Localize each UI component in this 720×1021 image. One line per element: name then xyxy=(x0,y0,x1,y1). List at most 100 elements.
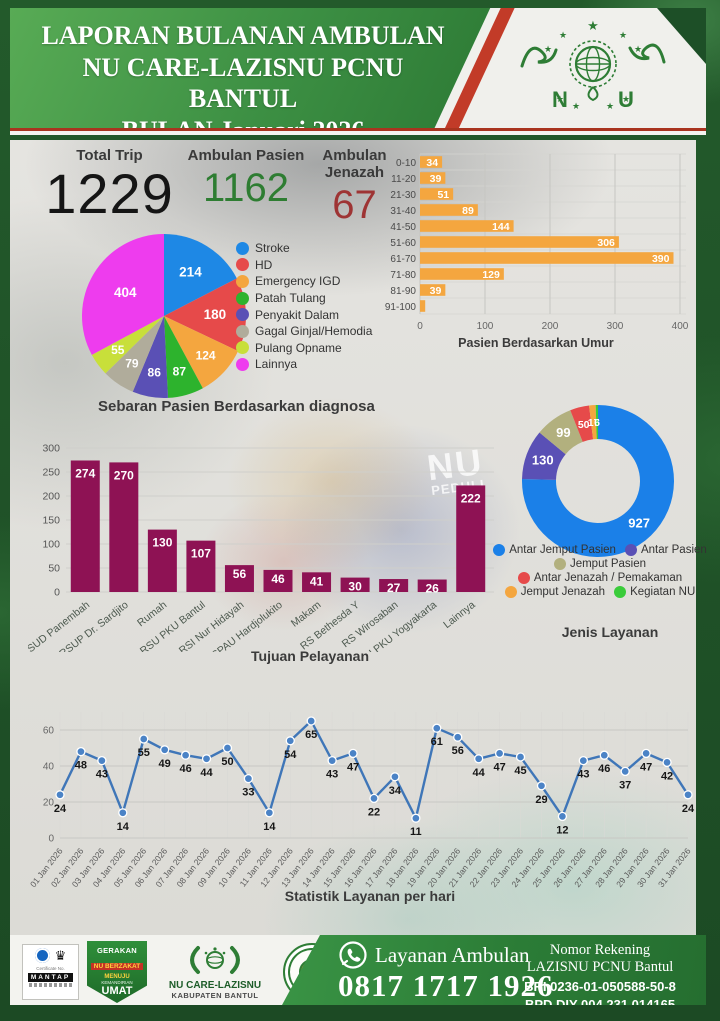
certification-logos: ♛ xyxy=(34,948,66,963)
svg-text:250: 250 xyxy=(42,467,60,479)
svg-text:306: 306 xyxy=(597,237,615,249)
svg-text:29: 29 xyxy=(535,794,547,806)
ambulance-contact: Layanan Ambulan 0817 1717 1926 xyxy=(338,940,554,1003)
svg-text:39: 39 xyxy=(430,173,442,185)
legend-label: Antar Jenazah / Pemakaman xyxy=(533,572,683,584)
legend-item-0: Antar Jemput Pasien xyxy=(493,544,616,556)
svg-text:46: 46 xyxy=(179,763,191,775)
age-chart-title: Pasien Berdasarkan Umur xyxy=(458,336,614,350)
stat-ambulan-jenazah: Ambulan Jenazah 67 xyxy=(305,147,404,227)
diagnosis-legend: Stroke HD Emergency IGD Patah Tulang Penyaki… xyxy=(236,240,394,373)
stat-value: 67 xyxy=(332,182,377,227)
svg-text:87: 87 xyxy=(173,364,187,378)
svg-text:Lainnya: Lainnya xyxy=(441,599,477,631)
legend-item-3: Patah Tulang xyxy=(236,290,394,307)
svg-text:★: ★ xyxy=(559,30,567,40)
legend-label: Lainnya xyxy=(255,357,298,372)
svg-text:86: 86 xyxy=(148,366,162,380)
svg-text:39: 39 xyxy=(430,285,442,297)
service-label: Layanan Ambulan xyxy=(375,942,530,967)
svg-text:★: ★ xyxy=(619,30,627,40)
account-bpd: BPD DIY 004.231.014165 xyxy=(524,996,676,1005)
svg-text:50: 50 xyxy=(48,563,60,575)
legend-label: Jemput Jenazah xyxy=(520,586,606,598)
certification-badge: ♛ Certificate No. MANTAP xyxy=(22,944,79,1000)
legend-swatch xyxy=(493,544,506,556)
legend-swatch xyxy=(236,258,249,272)
svg-text:27: 27 xyxy=(387,581,401,595)
age-bar-chart: 0 100 200 300 400 34 0-10 39 11-20 51 21-30 89 31-40… xyxy=(385,153,689,332)
svg-text:11-20: 11-20 xyxy=(391,174,416,185)
legend-label: Kegiatan NU xyxy=(630,586,696,598)
legend-item-1: Antar Pasien xyxy=(624,544,707,556)
header-divider-white xyxy=(10,131,706,135)
legend-item-2: Jemput Pasien xyxy=(553,558,647,570)
legend-swatch xyxy=(236,274,249,288)
page-title: LAPORAN BULANAN AMBULAN NU CARE-LAZISNU … xyxy=(28,20,458,128)
svg-text:30: 30 xyxy=(348,580,362,594)
svg-text:12: 12 xyxy=(556,824,568,836)
legend-item-6: Pulang Opname xyxy=(236,340,394,357)
footer: ♛ Certificate No. MANTAP GERAKAN NU BERZ… xyxy=(10,935,706,1005)
svg-text:150: 150 xyxy=(42,515,60,527)
legend-swatch xyxy=(517,572,530,584)
svg-text:Makam: Makam xyxy=(289,599,324,630)
legend-label: Antar Jemput Pasien xyxy=(509,544,616,556)
svg-text:17: 17 xyxy=(588,417,600,429)
stat-value: 1162 xyxy=(202,165,289,210)
svg-text:404: 404 xyxy=(114,285,137,300)
legend-swatch xyxy=(236,308,249,322)
svg-text:124: 124 xyxy=(196,349,216,363)
legend-label: Pulang Opname xyxy=(255,340,342,355)
svg-text:47: 47 xyxy=(347,761,359,773)
svg-text:55: 55 xyxy=(111,343,125,357)
svg-text:21-30: 21-30 xyxy=(390,190,416,201)
legend-swatch xyxy=(236,241,249,255)
svg-text:6: 6 xyxy=(594,417,600,429)
svg-text:14: 14 xyxy=(117,821,130,833)
svg-text:55: 55 xyxy=(138,747,150,759)
svg-text:★: ★ xyxy=(606,101,614,111)
svg-text:31-40: 31-40 xyxy=(390,206,416,217)
svg-text:34: 34 xyxy=(389,785,402,797)
legend-item-4: Penyakit Dalam xyxy=(236,306,394,323)
svg-text:41: 41 xyxy=(310,574,324,588)
legend-item-3: Antar Jenazah / Pemakaman xyxy=(517,572,683,584)
svg-text:222: 222 xyxy=(461,491,481,505)
stat-label: Ambulan Jenazah xyxy=(322,147,387,181)
legend-label: Patah Tulang xyxy=(255,291,326,306)
legend-label: Jemput Pasien xyxy=(569,558,647,570)
certificate-barcode xyxy=(28,983,73,987)
legend-label: Antar Pasien xyxy=(640,544,707,556)
svg-text:47: 47 xyxy=(640,761,652,773)
whatsapp-phone-icon xyxy=(339,941,367,969)
svg-text:65: 65 xyxy=(305,729,317,741)
svg-text:91-100: 91-100 xyxy=(385,302,417,313)
svg-text:144: 144 xyxy=(492,221,510,233)
svg-text:43: 43 xyxy=(326,769,338,781)
legend-swatch xyxy=(624,544,637,556)
daily-chart-title: Statistik Layanan per hari xyxy=(284,888,456,904)
svg-text:11: 11 xyxy=(410,826,422,838)
svg-text:56: 56 xyxy=(233,567,247,581)
legend-item-1: HD xyxy=(236,257,394,274)
svg-text:14: 14 xyxy=(263,821,276,833)
svg-text:47: 47 xyxy=(493,761,505,773)
nu-logo-icon: N U ★ ★ ★ ★ ★ ★ ★ ★ ★ xyxy=(520,18,666,112)
account-title-line2: LAZISNU PCNU Bantul xyxy=(526,958,674,975)
svg-text:60: 60 xyxy=(43,726,55,737)
nu-care-lazisnu-logo: NU CARE-LAZISNU KABUPATEN BANTUL xyxy=(155,945,275,1000)
destination-chart-title: Tujuan Pelayanan xyxy=(251,648,369,664)
svg-text:56: 56 xyxy=(452,745,464,757)
svg-text:129: 129 xyxy=(482,269,500,281)
legend-swatch xyxy=(504,586,517,598)
svg-text:46: 46 xyxy=(271,572,285,586)
legend-swatch xyxy=(236,357,249,371)
legend-item-4: Jemput Jenazah xyxy=(504,586,606,598)
gerakan-nu-berzakat-badge: GERAKAN NU BERZAKAT MENUJU KEMANDIRIAN U… xyxy=(87,941,147,1003)
svg-text:40: 40 xyxy=(43,762,55,773)
svg-text:34: 34 xyxy=(426,157,438,169)
svg-text:400: 400 xyxy=(672,321,689,332)
